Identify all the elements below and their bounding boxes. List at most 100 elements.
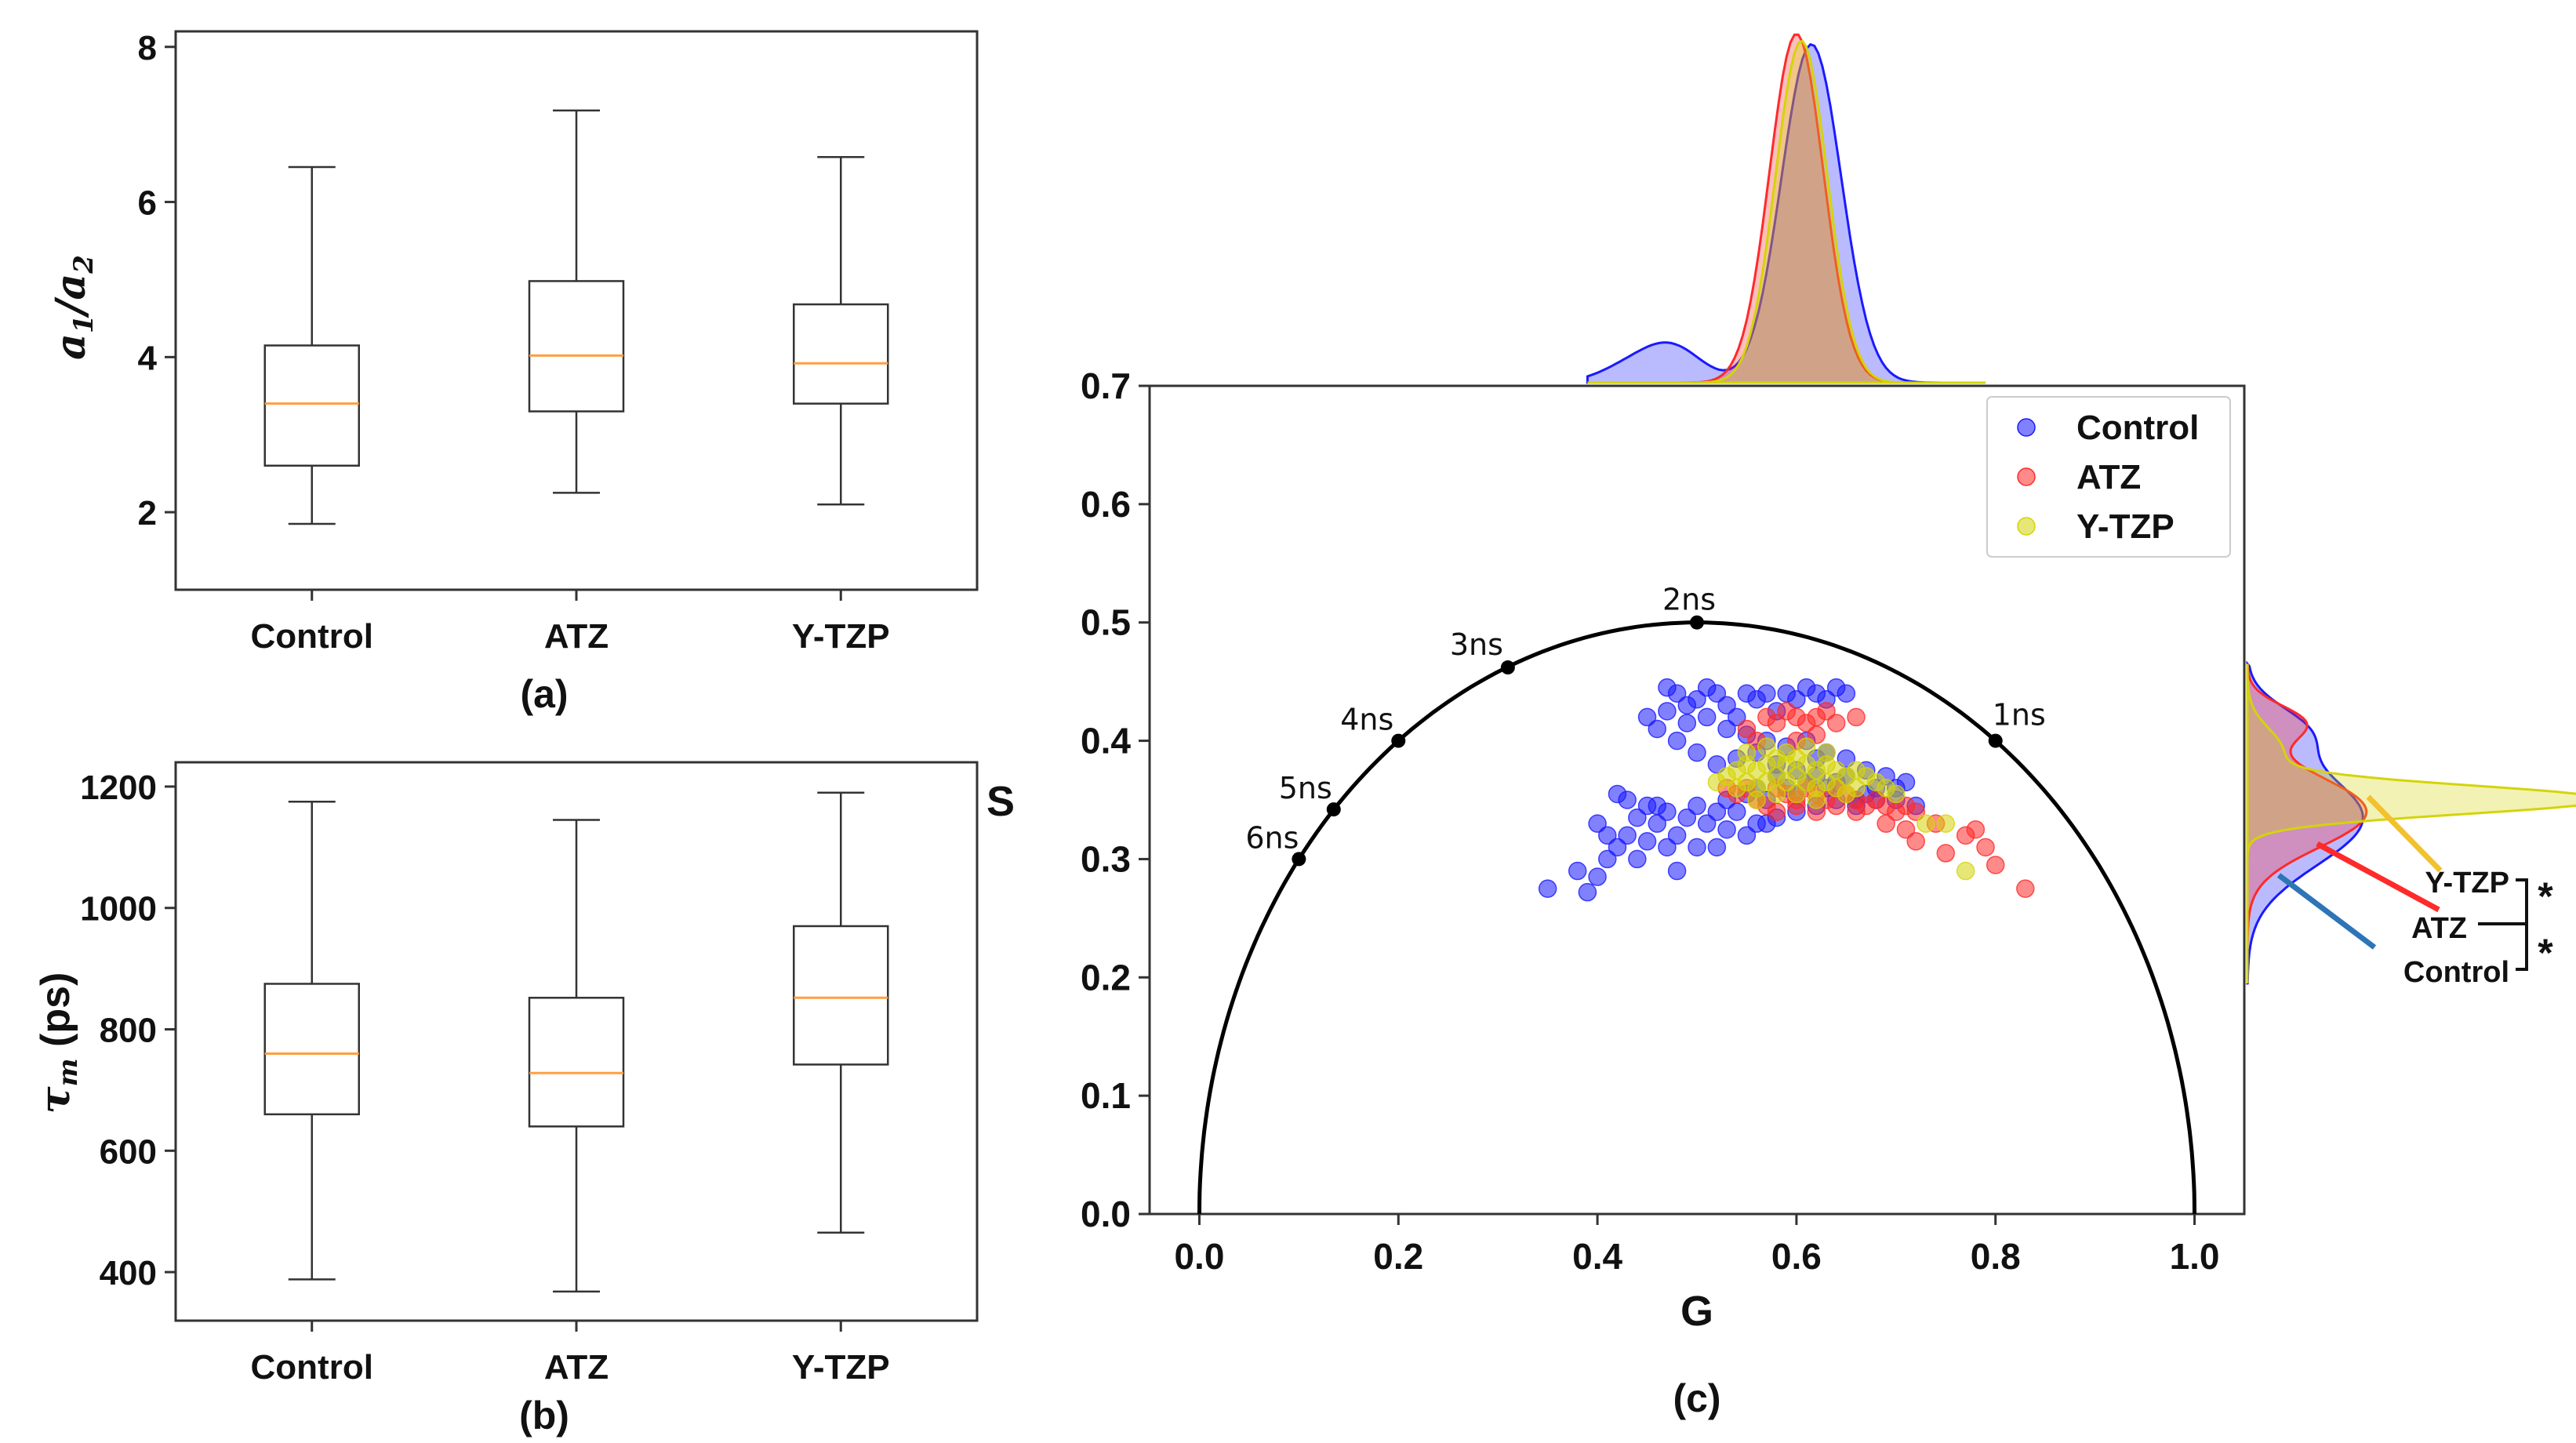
legend-label-atz: ATZ: [2076, 458, 2141, 496]
legend-box: [1986, 396, 2231, 558]
point-control: [1688, 796, 1706, 816]
marginal-s-control: [2246, 660, 2364, 985]
point-y-tzp: [1707, 772, 1727, 792]
panel-c-ytick-label: 0.0: [1081, 1194, 1131, 1234]
point-y-tzp: [1847, 779, 1866, 798]
point-control: [1896, 772, 1916, 792]
panel-c-ytick-label: 0.4: [1081, 721, 1131, 761]
point-control: [1637, 707, 1657, 727]
panel-a-box-y-tzp: [793, 155, 889, 506]
point-control: [1757, 684, 1776, 703]
point-atz: [1767, 802, 1786, 821]
legend-marker-control: [2017, 418, 2036, 437]
point-control: [1717, 696, 1736, 715]
point-y-tzp: [1737, 743, 1757, 762]
panel-a-box-control: [263, 165, 360, 525]
panel-c-xtick-label: 0.6: [1771, 1236, 1822, 1277]
marginal-g-density: [1586, 33, 1986, 384]
marginal-label-ytzp: Y-TZP: [2425, 867, 2509, 900]
point-control: [1618, 791, 1637, 809]
point-control: [1658, 702, 1677, 721]
significance-bracket: [2478, 878, 2528, 971]
panel-a-xtick-label: Y-TZP: [792, 617, 890, 656]
point-control: [1578, 882, 1597, 902]
panel-c-xtick-label: 1.0: [2170, 1236, 2220, 1277]
point-control: [1637, 832, 1657, 851]
lifetime-marker-3ns: [1500, 660, 1515, 675]
panel-c-label: (c): [1673, 1376, 1720, 1420]
lifetime-label-1ns: 1ns: [1993, 698, 2046, 732]
point-control: [1688, 690, 1706, 709]
lifetime-label-2ns: 2ns: [1662, 583, 1716, 617]
marginal-g-y-tzp: [1587, 39, 1986, 384]
panel-a-ylabel: a1/a2: [47, 255, 100, 360]
point-control: [1717, 719, 1736, 739]
point-control: [1728, 802, 1746, 821]
point-control: [1717, 820, 1736, 839]
point-control: [1677, 714, 1697, 732]
point-y-tzp: [1817, 743, 1836, 762]
lifetime-marker-6ns: [1292, 852, 1306, 867]
lifetime-label-6ns: 6ns: [1245, 820, 1299, 855]
lifetime-label-3ns: 3ns: [1450, 627, 1503, 662]
leader-line-atz: [2316, 841, 2440, 913]
point-y-tzp: [1956, 861, 1975, 881]
point-atz: [1767, 714, 1786, 732]
iqr-box: [528, 997, 625, 1128]
panel-a-box-atz: [528, 109, 625, 494]
significance-star-bottom: *: [2538, 931, 2553, 975]
point-y-tzp: [1917, 814, 1935, 833]
point-atz: [1896, 820, 1916, 839]
point-y-tzp: [1797, 737, 1816, 756]
panel-b-ytick-label: 1000: [80, 890, 157, 929]
marginal-label-atz: ATZ: [2411, 912, 2467, 945]
point-y-tzp: [1747, 791, 1766, 809]
point-control: [1707, 684, 1727, 703]
panel-b-box-atz: [528, 819, 625, 1293]
point-control: [1618, 826, 1637, 845]
point-control: [1588, 814, 1607, 833]
panel-c-phasor: 0.0 0.2 0.4 0.6 0.8 1.0 0.0 0.1 0.2 0.3 0.4 0.5 0.6 0…: [986, 33, 2576, 1420]
point-control: [1747, 814, 1766, 833]
point-control: [1688, 743, 1706, 762]
panel-b-boxplot: 400 600 800 1000 1200 Control ATZ Y-TZP τm (ps)…: [31, 761, 979, 1438]
panel-c-ytick-label: 0.7: [1081, 365, 1131, 406]
point-atz: [1976, 838, 1995, 857]
point-control: [1707, 802, 1727, 821]
point-y-tzp: [1767, 784, 1786, 804]
point-atz: [2016, 879, 2035, 898]
panel-c-xtick-label: 0.8: [1971, 1236, 2021, 1277]
point-atz: [1966, 820, 1986, 839]
panel-a-boxplot: 2 4 6 8 Control ATZ Y-TZP a1/a2 (a): [47, 29, 979, 716]
lifetime-label-5ns: 5ns: [1279, 771, 1332, 805]
point-control: [1688, 838, 1706, 857]
panel-a-ytick-label: 4: [138, 339, 158, 377]
iqr-box: [528, 280, 625, 413]
panel-c-ytick-label: 0.2: [1081, 957, 1131, 998]
point-control: [1568, 861, 1587, 881]
lifetime-marker-2ns: [1690, 615, 1704, 630]
point-control: [1667, 826, 1687, 845]
point-control: [1677, 808, 1697, 827]
point-control: [1737, 826, 1757, 845]
point-atz: [1847, 802, 1866, 821]
panel-a-ytick-label: 8: [138, 29, 157, 67]
panel-a-label: (a): [520, 672, 568, 716]
iqr-box: [263, 983, 360, 1116]
point-y-tzp: [1887, 784, 1906, 804]
point-y-tzp: [1936, 814, 1956, 833]
point-control: [1648, 796, 1666, 816]
legend-marker-atz: [2017, 467, 2036, 486]
point-atz: [1817, 702, 1836, 721]
panel-b-label: (b): [519, 1394, 569, 1438]
significance-star-top: *: [2538, 874, 2553, 918]
point-control: [1628, 849, 1647, 869]
panel-a-ytick-label: 2: [138, 494, 157, 532]
panel-a-xtick-label: Control: [251, 617, 373, 656]
iqr-box: [793, 925, 889, 1066]
point-atz: [1826, 714, 1846, 732]
point-y-tzp: [1787, 784, 1806, 804]
panel-c-ytick-label: 0.3: [1081, 838, 1131, 879]
panel-b-xtick-label: Y-TZP: [792, 1348, 890, 1387]
point-control: [1628, 808, 1647, 827]
